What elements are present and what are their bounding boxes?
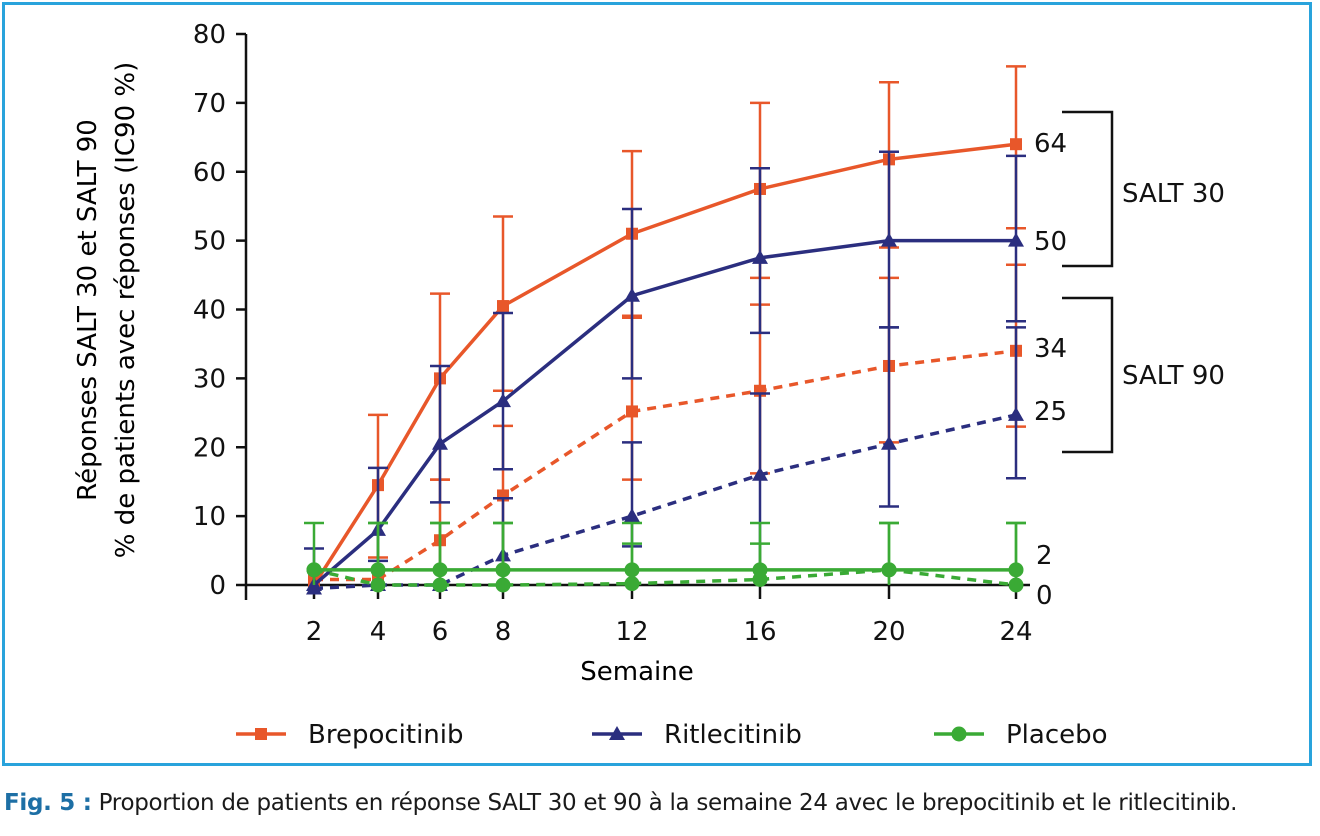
end-value-label: 64 [1034, 129, 1067, 159]
y-tick-label: 50 [193, 227, 226, 257]
legend: Brepocitinib Ritlecitinib Placebo [236, 720, 1108, 750]
end-value-label: 0 [1036, 581, 1053, 611]
y-tick-label: 30 [193, 364, 226, 394]
x-tick-label: 20 [872, 617, 905, 647]
y-tick-label: 0 [209, 571, 226, 601]
data-point-triangle [1008, 406, 1024, 421]
y-tick-label: 20 [193, 433, 226, 463]
data-point-square [626, 405, 638, 418]
data-point-circle [432, 562, 448, 578]
end-value-label: 34 [1034, 334, 1067, 364]
group-label: SALT 30 [1122, 179, 1225, 209]
legend-item-ritlecitinib: Ritlecitinib [592, 720, 802, 750]
end-value-label: 50 [1034, 227, 1067, 257]
x-tick-label: 16 [743, 617, 776, 647]
data-point-triangle [752, 249, 768, 264]
data-point-square [255, 728, 267, 740]
group-brackets: SALT 30 SALT 90 [1062, 110, 1225, 454]
end-value-label: 25 [1034, 397, 1067, 427]
y-tick-label: 40 [193, 296, 226, 326]
x-tick-labels: 2 4 6 8 12 16 20 24 [306, 617, 1033, 647]
data-point-triangle [495, 393, 511, 408]
series-brepocitinib-salt30 [308, 65, 1026, 591]
series-line [313, 413, 1017, 591]
caption-text: Proportion de patients en réponse SALT 3… [98, 790, 1238, 816]
x-tick-label: 2 [306, 617, 323, 647]
data-point-circle [951, 726, 967, 742]
end-value-labels: 64 50 34 25 2 0 [1034, 129, 1067, 611]
y-tick-label: 10 [193, 502, 226, 532]
x-tick-label: 24 [999, 617, 1032, 647]
x-tick-label: 8 [495, 617, 512, 647]
data-point-circle [624, 562, 640, 578]
data-point-circle [1008, 562, 1024, 578]
data-point-circle [306, 562, 322, 578]
series-ritlecitinib-salt30 [304, 150, 1026, 591]
series-ritlecitinib-salt90 [306, 326, 1026, 595]
data-point-triangle [624, 287, 640, 302]
data-point-triangle [609, 726, 625, 740]
data-point-circle [495, 562, 511, 578]
data-point-circle [370, 562, 386, 578]
y-tick-labels: 0 10 20 30 40 50 60 70 80 [193, 20, 226, 601]
x-tick-label: 4 [370, 617, 387, 647]
group-bracket [1062, 110, 1114, 268]
data-point-triangle [624, 508, 640, 523]
legend-item-brepocitinib: Brepocitinib [236, 720, 464, 750]
y-axis-label-line2: % de patients avec réponses (IC90 %) [111, 62, 141, 558]
series-line [314, 349, 1017, 582]
y-axis-label-line1: Réponses SALT 30 et SALT 90 [73, 119, 103, 501]
caption-label: Fig. 5 : [4, 790, 92, 816]
data-point-triangle [432, 435, 448, 450]
y-tick-label: 60 [193, 158, 226, 188]
figure-frame [2, 2, 1312, 766]
series-placebo-salt90 [306, 521, 1026, 593]
series-line [312, 238, 1016, 587]
end-value-label: 2 [1036, 541, 1053, 571]
data-point-triangle [1008, 232, 1024, 247]
series-brepocitinib-salt90 [308, 263, 1026, 586]
data-point-circle [752, 562, 768, 578]
data-point-circle [881, 562, 897, 578]
legend-label: Placebo [1006, 720, 1108, 750]
legend-label: Ritlecitinib [664, 720, 802, 750]
figure-caption: Fig. 5 : Proportion de patients en répon… [4, 790, 1314, 816]
legend-label: Brepocitinib [308, 720, 464, 750]
data-point-triangle [881, 435, 897, 450]
series-placebo-salt30 [304, 521, 1026, 585]
x-axis-label: Semaine [580, 657, 693, 687]
series-line [312, 142, 1017, 586]
data-point-square [497, 300, 509, 313]
x-tick-label: 6 [432, 617, 449, 647]
data-point-triangle [752, 466, 768, 481]
series-layer [304, 65, 1026, 595]
x-tick-label: 12 [615, 617, 648, 647]
series-line [313, 568, 1017, 587]
data-point-square [1010, 138, 1022, 151]
group-bracket [1062, 296, 1114, 454]
y-tick-label: 80 [193, 20, 226, 50]
data-point-triangle [881, 232, 897, 247]
group-label: SALT 90 [1122, 361, 1225, 391]
legend-item-placebo: Placebo [934, 720, 1108, 750]
y-tick-label: 70 [193, 89, 226, 119]
